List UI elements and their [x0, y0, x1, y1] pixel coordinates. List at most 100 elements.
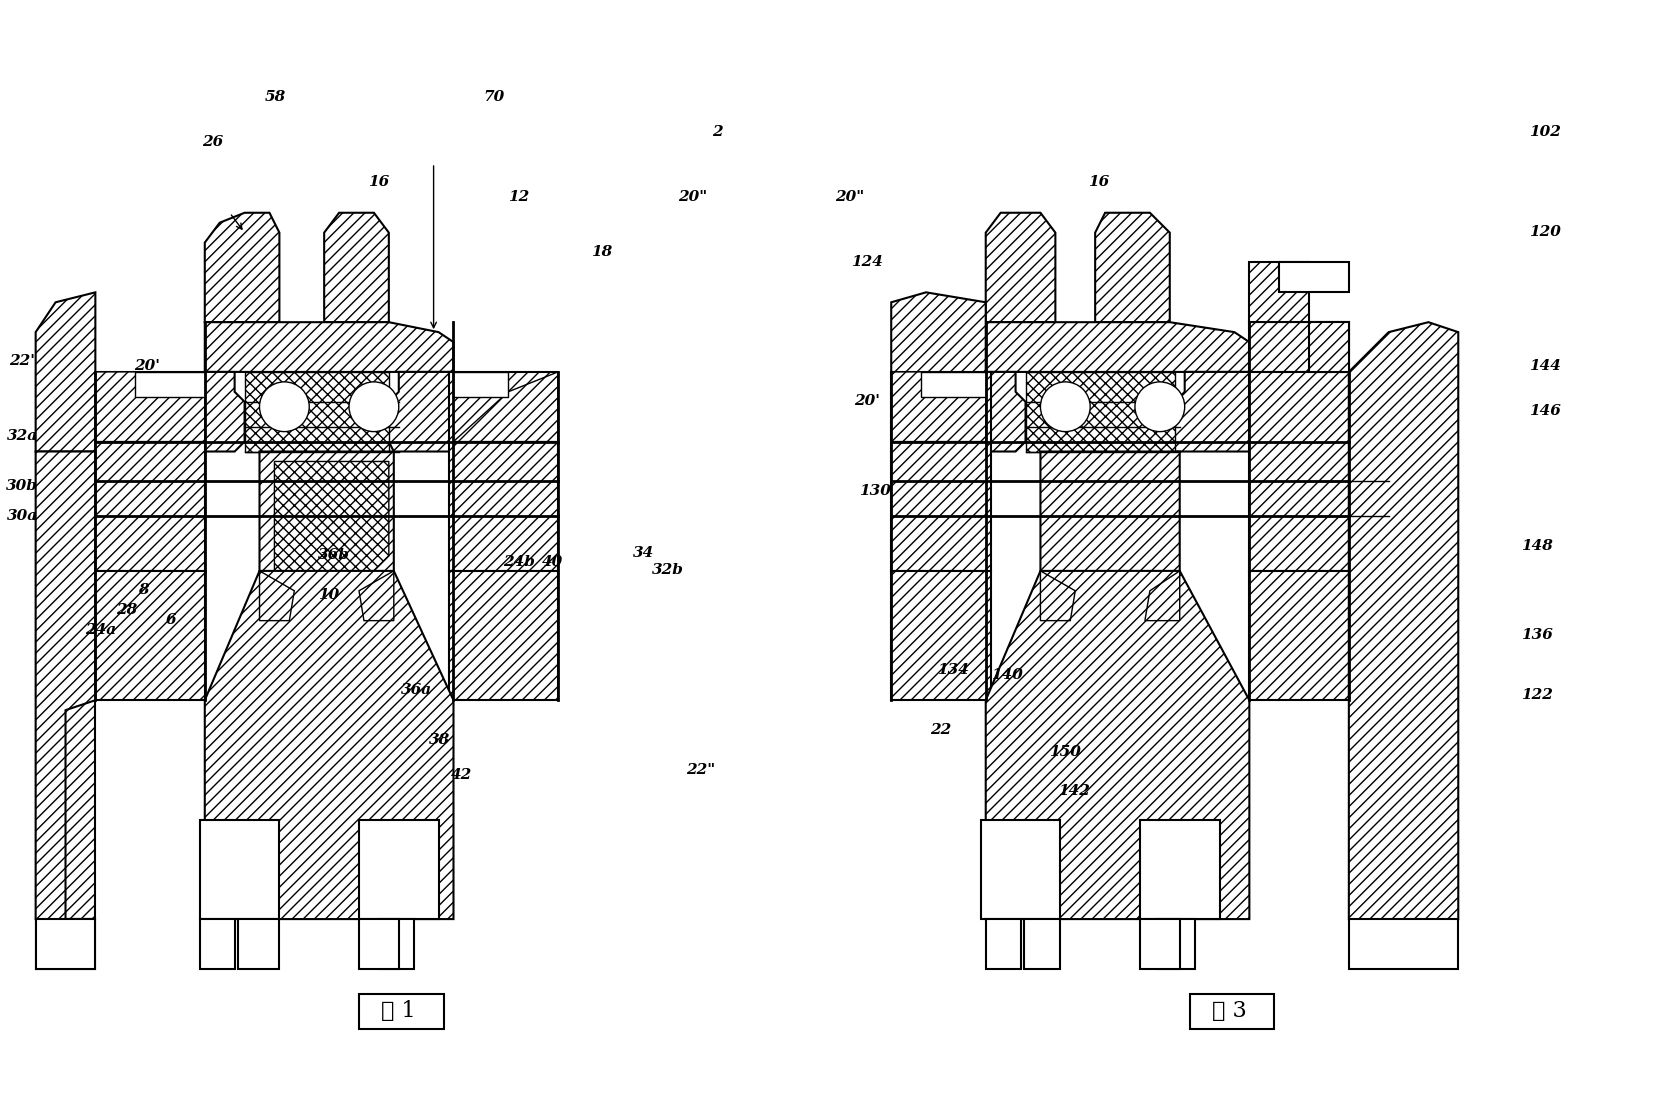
Polygon shape: [985, 372, 1025, 451]
Text: 148: 148: [1521, 538, 1553, 553]
Bar: [95, 372, 205, 571]
Text: 20": 20": [679, 190, 707, 204]
Text: 8: 8: [138, 584, 148, 598]
Text: 6: 6: [166, 613, 176, 628]
Text: 150: 150: [1050, 744, 1082, 759]
Circle shape: [260, 382, 310, 432]
Text: 40: 40: [541, 555, 562, 569]
Text: 30b: 30b: [7, 479, 38, 493]
FancyBboxPatch shape: [1190, 994, 1275, 1028]
Text: 图 1: 图 1: [381, 1000, 416, 1022]
Text: 30a: 30a: [7, 509, 38, 523]
Text: 22": 22": [687, 763, 716, 776]
Polygon shape: [1040, 451, 1180, 615]
Polygon shape: [1040, 571, 1075, 621]
FancyBboxPatch shape: [359, 994, 444, 1028]
Text: 24a: 24a: [85, 623, 116, 637]
Polygon shape: [324, 212, 389, 323]
Text: 58: 58: [265, 90, 286, 105]
Text: 42: 42: [451, 767, 471, 782]
Bar: [200, 819, 280, 919]
Circle shape: [1135, 382, 1185, 432]
Bar: [1250, 372, 1350, 571]
Bar: [95, 571, 205, 700]
Text: 24b: 24b: [503, 555, 534, 569]
Text: 16: 16: [368, 175, 389, 189]
Polygon shape: [985, 323, 1250, 372]
Text: 20": 20": [835, 190, 865, 204]
Text: 142: 142: [1058, 785, 1090, 798]
Polygon shape: [389, 372, 454, 451]
Text: 134: 134: [937, 663, 968, 677]
Polygon shape: [95, 372, 205, 442]
Text: 102: 102: [1529, 126, 1561, 139]
Bar: [454, 372, 508, 396]
Bar: [980, 819, 1060, 919]
Text: 10: 10: [318, 588, 339, 602]
Polygon shape: [205, 571, 454, 919]
Polygon shape: [892, 372, 985, 442]
Bar: [35, 919, 95, 969]
Bar: [892, 571, 990, 700]
Bar: [135, 372, 205, 396]
Circle shape: [349, 382, 399, 432]
Polygon shape: [985, 212, 1055, 323]
Bar: [985, 919, 1020, 969]
Bar: [922, 372, 985, 396]
Bar: [892, 372, 990, 571]
Bar: [1250, 571, 1350, 700]
Bar: [1023, 919, 1060, 969]
Bar: [449, 372, 557, 571]
Text: 140: 140: [992, 668, 1023, 682]
Bar: [35, 372, 95, 919]
Bar: [379, 919, 414, 969]
Text: 124: 124: [850, 254, 882, 269]
Polygon shape: [1145, 571, 1180, 621]
Bar: [359, 819, 439, 919]
Text: 22': 22': [10, 355, 35, 369]
Polygon shape: [454, 372, 557, 442]
Polygon shape: [985, 571, 1250, 919]
Polygon shape: [35, 293, 95, 451]
Bar: [245, 372, 389, 451]
Bar: [35, 919, 95, 969]
Polygon shape: [260, 571, 295, 621]
Text: 36a: 36a: [401, 683, 433, 697]
Bar: [200, 919, 235, 969]
Bar: [1280, 262, 1350, 293]
Bar: [449, 571, 557, 700]
Bar: [1025, 372, 1175, 451]
Polygon shape: [275, 461, 389, 581]
Text: 12: 12: [509, 190, 529, 204]
Polygon shape: [245, 451, 394, 615]
Text: 38: 38: [429, 732, 451, 746]
Text: 122: 122: [1521, 688, 1553, 702]
Bar: [1350, 919, 1458, 969]
Polygon shape: [35, 451, 95, 919]
Text: 28: 28: [116, 603, 138, 618]
Text: 34: 34: [632, 546, 654, 560]
Polygon shape: [205, 323, 454, 372]
Text: 2: 2: [712, 126, 722, 139]
Polygon shape: [892, 293, 985, 442]
Text: 32a: 32a: [7, 429, 38, 443]
Bar: [1158, 919, 1195, 969]
Bar: [1310, 323, 1350, 372]
Text: 146: 146: [1529, 404, 1561, 418]
Text: 144: 144: [1529, 359, 1561, 373]
Text: 32b: 32b: [652, 564, 684, 577]
Bar: [1140, 919, 1180, 969]
Polygon shape: [1350, 323, 1458, 919]
Polygon shape: [1175, 372, 1250, 451]
Text: 70: 70: [484, 90, 504, 105]
Polygon shape: [1095, 212, 1170, 323]
Polygon shape: [205, 212, 280, 323]
Polygon shape: [205, 372, 245, 451]
Text: 图 3: 图 3: [1211, 1000, 1246, 1022]
Bar: [1250, 323, 1350, 372]
Text: 136: 136: [1521, 629, 1553, 642]
Bar: [1250, 262, 1310, 323]
Bar: [359, 919, 399, 969]
Text: 20': 20': [133, 359, 160, 373]
Text: 16: 16: [1088, 175, 1108, 189]
